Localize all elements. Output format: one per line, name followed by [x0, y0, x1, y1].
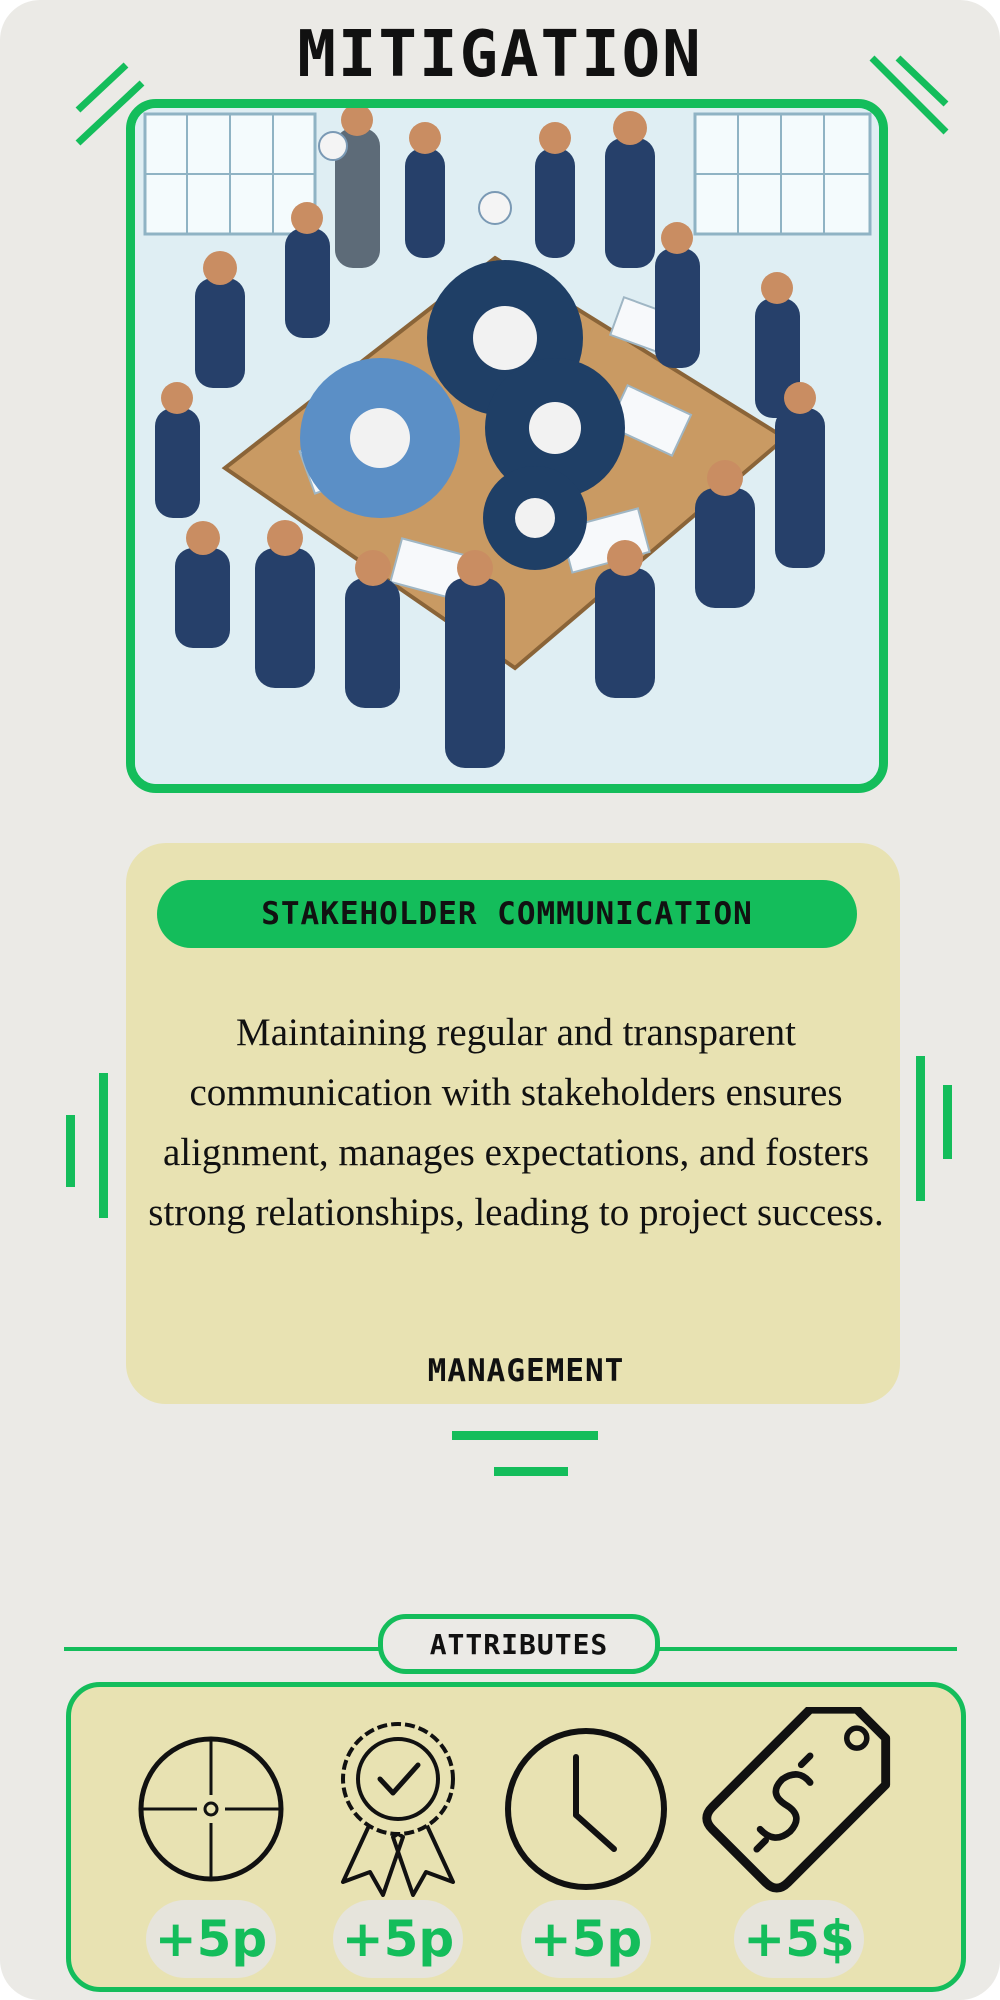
description-panel: STAKEHOLDER COMMUNICATION Maintaining re…: [126, 843, 900, 1404]
top-right-slash-decoration: [869, 55, 949, 135]
top-left-slash-decoration: [75, 62, 145, 146]
attributes-label: ATTRIBUTES: [378, 1614, 660, 1674]
team-meeting-illustration: [135, 108, 879, 784]
right-bar-decoration: [943, 1085, 952, 1159]
people: [155, 128, 825, 768]
card-category: MANAGEMENT: [427, 1353, 625, 1389]
left-bar-decoration: [99, 1073, 108, 1218]
award-ribbon-icon: [341, 1722, 455, 1897]
bottom-bar-decoration: [452, 1431, 598, 1440]
attribute-value: +5$: [734, 1900, 864, 1978]
left-bar-decoration: [66, 1115, 75, 1187]
price-tag-dollar-icon: [702, 1707, 891, 1893]
attribute-item: +5p: [496, 1687, 676, 1987]
bottom-bar-decoration: [494, 1467, 568, 1476]
attribute-item: +5p: [308, 1687, 488, 1987]
right-bar-decoration: [916, 1056, 925, 1201]
attribute-value: +5p: [521, 1900, 651, 1978]
attribute-item: +5p: [121, 1687, 301, 1987]
card-description: Maintaining regular and transparent comm…: [148, 1011, 884, 1234]
attribute-value: +5p: [146, 1900, 276, 1978]
card-title: MITIGATION: [297, 18, 703, 92]
heads: [161, 108, 816, 586]
attribute-item: +5$: [702, 1687, 891, 1987]
attribute-value: +5p: [333, 1900, 463, 1978]
card-name-banner: STAKEHOLDER COMMUNICATION: [157, 880, 857, 948]
illustration-frame: [126, 99, 888, 793]
clock-icon: [505, 1728, 667, 1890]
crosshair-icon: [138, 1736, 284, 1882]
attributes-panel: +5p +5p +5p: [66, 1682, 966, 1992]
